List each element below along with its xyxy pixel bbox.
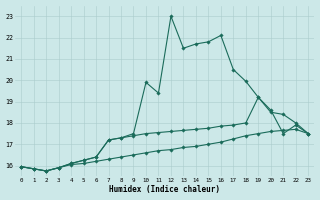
X-axis label: Humidex (Indice chaleur): Humidex (Indice chaleur) xyxy=(109,185,220,194)
